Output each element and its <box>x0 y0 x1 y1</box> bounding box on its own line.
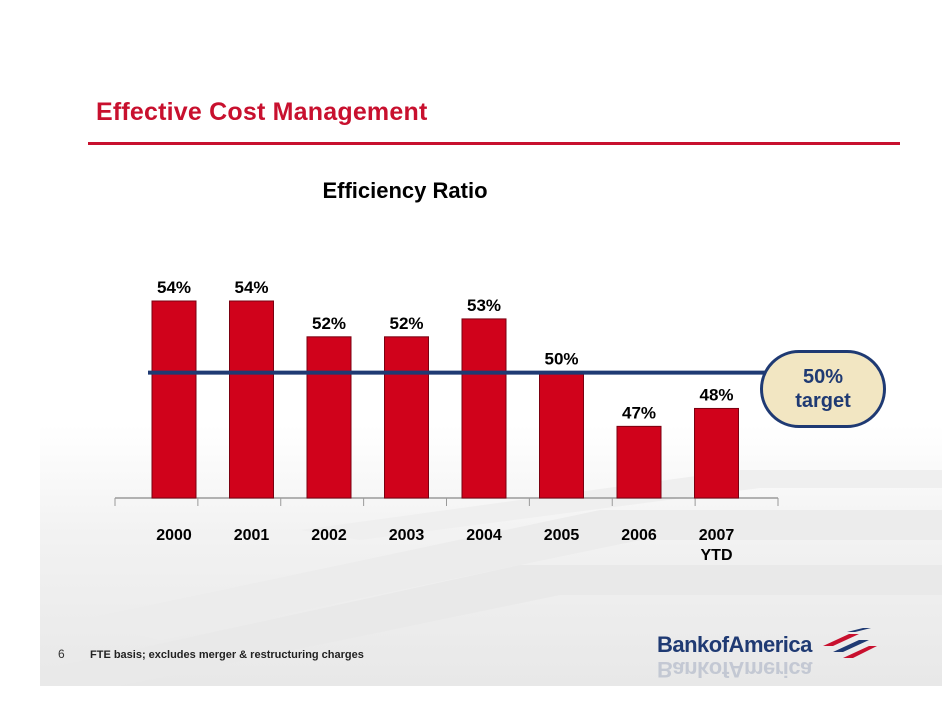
page-number: 6 <box>58 647 65 661</box>
target-badge: 50% target <box>760 350 886 428</box>
category-label-6: 2006 <box>621 527 657 544</box>
bar-7 <box>694 407 739 499</box>
target-value: 50% <box>802 366 844 388</box>
category-label-5: 2005 <box>544 527 580 544</box>
heading-rule <box>88 142 900 145</box>
bar-6 <box>616 425 662 499</box>
data-label-1: 54% <box>234 278 268 297</box>
slide-heading: Effective Cost Management <box>96 98 428 126</box>
data-label-5: 50% <box>544 350 578 369</box>
data-label-3: 52% <box>389 314 423 333</box>
footnote: FTE basis; excludes merger & restructuri… <box>90 649 364 661</box>
bar-2 <box>306 336 352 499</box>
category-label-3: 2003 <box>389 527 425 544</box>
data-label-0: 54% <box>157 278 191 297</box>
data-label-6: 47% <box>622 403 656 422</box>
category-label-1: 2001 <box>234 527 270 544</box>
category-label-7: 2007 <box>699 527 735 544</box>
flag-logo-icon <box>823 628 877 658</box>
bar-4 <box>461 318 507 499</box>
flag-stripes-watermark <box>40 470 942 686</box>
data-label-4: 53% <box>467 296 501 315</box>
data-label-7: 48% <box>699 385 733 404</box>
category-label-0: 2000 <box>156 527 192 544</box>
bar-3 <box>384 336 429 499</box>
category-label-2: 2002 <box>311 527 347 544</box>
bar-1 <box>229 300 274 499</box>
bar-5 <box>539 372 584 499</box>
target-label: target <box>795 390 851 412</box>
chart-title: Efficiency Ratio <box>322 178 488 203</box>
logo-wordmark: BankofAmerica <box>657 632 812 657</box>
bank-of-america-logo: BankofAmerica BankofAmerica <box>657 628 877 684</box>
bar-0 <box>151 300 197 499</box>
category-label-7-line-1: YTD <box>701 547 733 564</box>
data-label-2: 52% <box>312 314 346 333</box>
category-label-4: 2004 <box>466 527 502 544</box>
logo-wordmark-reflection: BankofAmerica <box>657 657 812 682</box>
